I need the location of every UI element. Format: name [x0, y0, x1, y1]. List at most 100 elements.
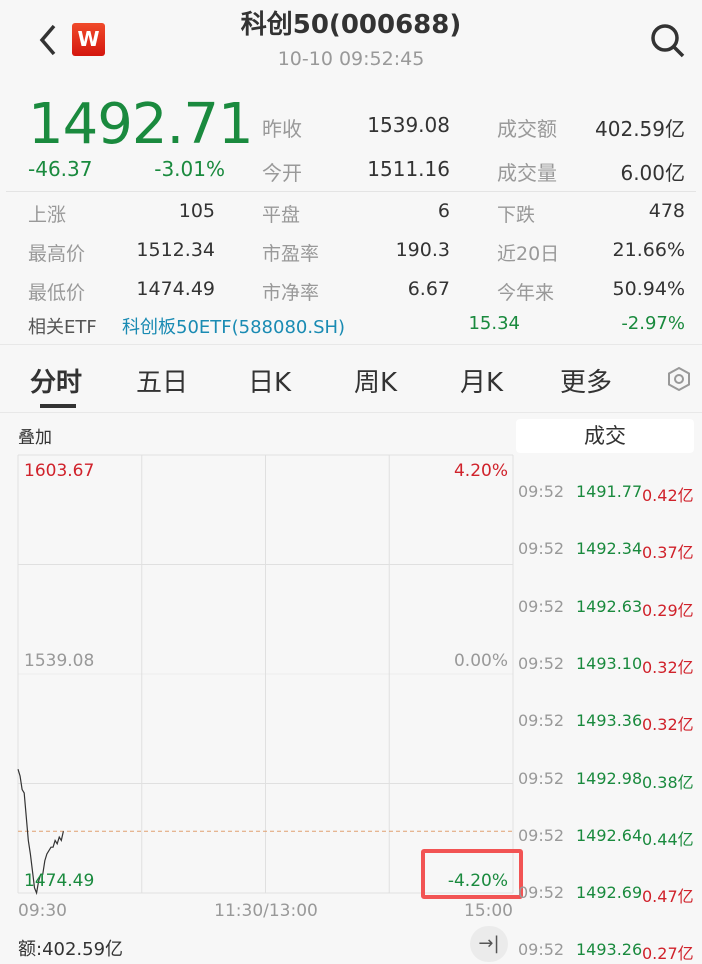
grid-label: 上涨 — [28, 204, 67, 226]
price-change: -46.37 — [28, 157, 93, 181]
divider — [0, 344, 702, 345]
tab-4[interactable]: 月K — [460, 368, 504, 398]
grid-value: 478 — [648, 200, 685, 222]
tab-2[interactable]: 日K — [248, 368, 292, 398]
y-label-left: 1539.08 — [24, 651, 94, 671]
trade-price: 1493.26 — [576, 940, 643, 960]
y-label-left: 1603.67 — [24, 461, 94, 481]
search-icon[interactable] — [648, 20, 688, 64]
tab-0[interactable]: 分时 — [30, 368, 83, 398]
trade-time: 09:52 — [518, 596, 565, 616]
trade-price: 1491.77 — [576, 482, 643, 501]
stat-label: 成交量 — [497, 161, 557, 185]
trade-row: 09:52 1491.77 0.42亿 — [516, 482, 702, 505]
stat-value: 1511.16 — [367, 157, 450, 181]
grid-value: 105 — [178, 200, 215, 222]
grid-label: 平盘 — [262, 204, 301, 226]
amount-label: 额:402.59亿 — [18, 939, 124, 960]
trade-price: 1492.34 — [576, 539, 643, 559]
stat-value: 1539.08 — [367, 113, 450, 137]
grid-label: 市盈率 — [262, 243, 320, 265]
stat-label: 今开 — [262, 161, 302, 185]
current-price: 1492.71 — [28, 92, 254, 157]
trade-row: 09:52 1492.98 0.38亿 — [516, 768, 702, 792]
stat-label: 昨收 — [262, 117, 302, 141]
trade-time: 09:52 — [518, 653, 565, 673]
trade-row: 09:52 1492.63 0.29亿 — [516, 596, 702, 620]
trade-row: 09:52 1493.36 0.32亿 — [516, 711, 702, 734]
price-line — [17, 769, 64, 896]
grid-label: 最低价 — [28, 282, 86, 304]
trade-volume: 0.27亿 — [642, 944, 694, 964]
w-logo-icon: W — [72, 23, 105, 56]
settings-icon[interactable] — [666, 366, 692, 396]
y-label-right: 0.00% — [454, 651, 508, 671]
overlay-button[interactable]: 叠加 — [18, 428, 52, 448]
grid-value: 190.3 — [395, 239, 450, 261]
trade-time: 09:52 — [518, 482, 565, 501]
tab-5[interactable]: 更多 — [560, 368, 613, 398]
grid-value: 50.94% — [612, 278, 685, 300]
price-change-pct: -3.01% — [154, 157, 225, 181]
trade-volume: 0.32亿 — [642, 715, 694, 735]
trade-volume: 0.32亿 — [642, 657, 694, 677]
stat-label: 成交额 — [497, 117, 557, 141]
grid-label: 下跌 — [497, 204, 536, 226]
grid-value: 21.66% — [612, 239, 685, 261]
y-label-right: 4.20% — [454, 461, 508, 481]
etf-label: 相关ETF — [28, 317, 97, 338]
x-label: 11:30/13:00 — [214, 901, 318, 921]
etf-price: 15.34 — [468, 313, 520, 334]
trade-price: 1492.98 — [576, 768, 643, 788]
divider — [0, 412, 702, 413]
trade-time: 09:52 — [518, 539, 565, 559]
stat-value: 402.59亿 — [595, 117, 685, 141]
jump-end-button[interactable]: →| — [470, 926, 508, 962]
trade-volume: 0.37亿 — [642, 543, 694, 563]
etf-link[interactable]: 科创板50ETF(588080.SH) — [122, 317, 346, 338]
trade-volume: 0.29亿 — [642, 600, 694, 620]
trade-price: 1492.63 — [576, 596, 643, 616]
trade-price: 1492.64 — [576, 825, 643, 845]
trade-volume: 0.38亿 — [642, 772, 694, 792]
active-tab-indicator — [40, 404, 76, 408]
page-title: 科创50(000688) — [240, 10, 462, 40]
highlight-box — [421, 849, 523, 899]
intraday-chart[interactable]: 1603.67 1539.08 1474.49 4.20% 0.00% -4.20% 09:… — [0, 440, 515, 930]
grid-label: 市净率 — [262, 282, 320, 304]
quote-datetime: 10-10 09:52:45 — [277, 48, 425, 70]
trade-row: 09:52 1492.64 0.44亿 — [516, 825, 702, 849]
grid-value: 6.67 — [407, 278, 450, 300]
grid-value: 6 — [437, 200, 450, 222]
grid-label: 近20日 — [497, 243, 560, 265]
trade-time: 09:52 — [518, 883, 565, 903]
trade-row: 09:52 1492.34 0.37亿 — [516, 539, 702, 562]
grid-label: 今年来 — [497, 282, 555, 304]
divider — [6, 191, 696, 192]
trade-price: 1493.10 — [576, 653, 643, 673]
grid-value: 1512.34 — [136, 239, 215, 261]
trade-time: 09:52 — [518, 768, 565, 788]
y-label-left: 1474.49 — [24, 871, 94, 891]
back-chevron-icon[interactable] — [34, 22, 64, 58]
trade-volume: 0.44亿 — [642, 829, 694, 849]
x-label: 15:00 — [464, 901, 513, 921]
trade-volume: 0.47亿 — [642, 887, 694, 907]
x-label: 09:30 — [18, 901, 67, 921]
trade-row: 09:52 1492.69 0.47亿 — [516, 883, 702, 906]
tab-3[interactable]: 周K — [354, 368, 398, 398]
trade-volume: 0.42亿 — [642, 486, 694, 505]
grid-label: 最高价 — [28, 243, 86, 265]
trades-header: 成交 — [516, 419, 694, 453]
trade-time: 09:52 — [518, 825, 565, 845]
grid-value: 1474.49 — [136, 278, 215, 300]
tab-1[interactable]: 五日 — [136, 368, 189, 398]
etf-change: -2.97% — [621, 313, 685, 334]
trade-price: 1492.69 — [576, 883, 643, 903]
trade-time: 09:52 — [518, 711, 565, 731]
stat-value: 6.00亿 — [620, 161, 685, 185]
trade-row: 09:52 1493.26 0.27亿 — [516, 940, 702, 963]
trade-row: 09:52 1493.10 0.32亿 — [516, 653, 702, 677]
trade-time: 09:52 — [518, 940, 565, 960]
trade-price: 1493.36 — [576, 711, 643, 731]
